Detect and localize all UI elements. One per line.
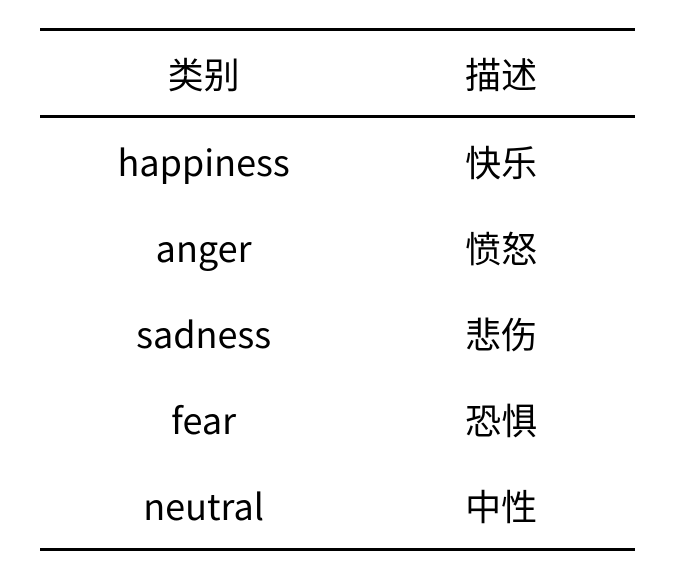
cell-desc: 愤怒	[367, 204, 635, 290]
table-row: anger 愤怒	[40, 204, 635, 290]
table-row: happiness 快乐	[40, 117, 635, 205]
cell-desc: 悲伤	[367, 290, 635, 376]
table-header-row: 类别 描述	[40, 30, 635, 117]
table-row: sadness 悲伤	[40, 290, 635, 376]
emotion-table: 类别 描述 happiness 快乐 anger 愤怒 sadness 悲伤 f…	[40, 28, 635, 551]
header-desc: 描述	[367, 30, 635, 117]
page: 类别 描述 happiness 快乐 anger 愤怒 sadness 悲伤 f…	[0, 0, 675, 572]
cell-desc: 快乐	[367, 117, 635, 205]
table-row: neutral 中性	[40, 462, 635, 550]
table-row: fear 恐惧	[40, 376, 635, 462]
cell-category: fear	[40, 376, 367, 462]
cell-desc: 中性	[367, 462, 635, 550]
header-category: 类别	[40, 30, 367, 117]
cell-category: anger	[40, 204, 367, 290]
cell-category: sadness	[40, 290, 367, 376]
cell-category: happiness	[40, 117, 367, 205]
cell-desc: 恐惧	[367, 376, 635, 462]
cell-category: neutral	[40, 462, 367, 550]
